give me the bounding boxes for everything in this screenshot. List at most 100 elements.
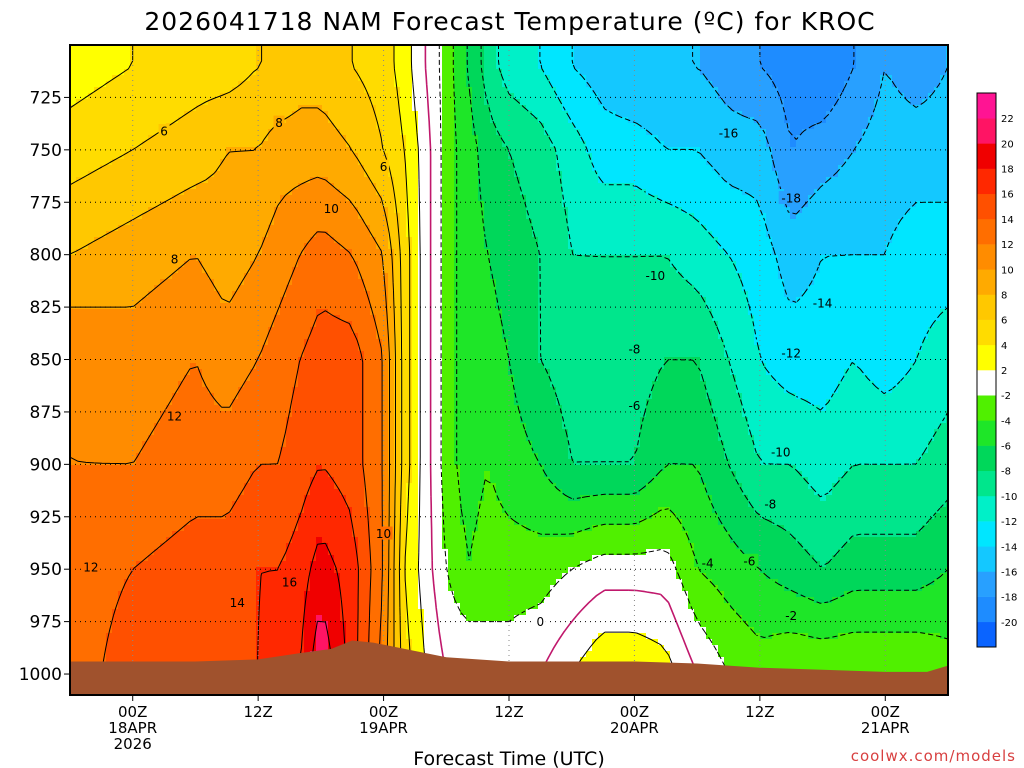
temperature-cell — [226, 165, 233, 172]
temperature-cell — [514, 147, 521, 154]
temperature-cell — [772, 219, 779, 226]
temperature-cell — [856, 105, 863, 112]
temperature-cell — [694, 195, 701, 202]
temperature-cell — [478, 111, 485, 118]
temperature-cell — [658, 153, 665, 160]
temperature-cell — [424, 69, 431, 76]
temperature-cell — [400, 123, 407, 130]
temperature-cell — [712, 207, 719, 214]
temperature-cell — [856, 243, 863, 250]
temperature-cell — [160, 225, 167, 232]
temperature-cell — [250, 171, 257, 178]
temperature-cell — [658, 189, 665, 196]
temperature-cell — [238, 141, 245, 148]
temperature-cell — [274, 99, 281, 106]
temperature-cell — [256, 177, 263, 184]
temperature-cell — [310, 117, 317, 124]
temperature-cell — [268, 195, 275, 202]
temperature-cell — [238, 93, 245, 100]
temperature-cell — [946, 135, 948, 142]
temperature-cell — [694, 123, 701, 130]
temperature-cell — [166, 111, 173, 118]
temperature-cell — [544, 153, 551, 160]
temperature-cell — [706, 219, 713, 226]
temperature-cell — [712, 117, 719, 124]
temperature-cell — [148, 117, 155, 124]
temperature-cell — [88, 189, 95, 196]
temperature-cell — [466, 183, 473, 190]
temperature-cell — [238, 237, 245, 244]
temperature-cell — [862, 51, 869, 58]
temperature-cell — [136, 117, 143, 124]
temperature-cell — [826, 123, 833, 130]
temperature-cell — [256, 237, 263, 244]
temperature-cell — [82, 177, 89, 184]
temperature-cell — [808, 195, 815, 202]
temperature-cell — [760, 177, 767, 184]
temperature-cell — [760, 213, 767, 220]
temperature-cell — [556, 51, 563, 58]
temperature-cell — [934, 129, 941, 136]
temperature-cell — [358, 231, 365, 238]
temperature-cell — [238, 69, 245, 76]
temperature-cell — [268, 63, 275, 70]
temperature-cell — [508, 99, 515, 106]
temperature-cell — [202, 75, 209, 82]
temperature-cell — [316, 189, 323, 196]
temperature-cell — [400, 57, 407, 64]
temperature-cell — [334, 153, 341, 160]
temperature-cell — [508, 207, 515, 214]
temperature-cell — [676, 45, 683, 52]
temperature-cell — [634, 207, 641, 214]
temperature-cell — [106, 93, 113, 100]
temperature-cell — [238, 51, 245, 58]
temperature-cell — [292, 225, 299, 232]
temperature-cell — [202, 93, 209, 100]
temperature-cell — [514, 69, 521, 76]
temperature-cell — [478, 63, 485, 70]
temperature-cell — [448, 51, 455, 58]
temperature-cell — [646, 165, 653, 172]
temperature-cell — [670, 99, 677, 106]
temperature-cell — [676, 171, 683, 178]
temperature-cell — [532, 177, 539, 184]
temperature-cell — [832, 153, 839, 160]
temperature-cell — [682, 237, 689, 244]
temperature-cell — [526, 75, 533, 82]
temperature-cell — [166, 135, 173, 142]
temperature-cell — [76, 189, 83, 196]
temperature-cell — [760, 219, 767, 226]
temperature-cell — [706, 87, 713, 94]
temperature-cell — [382, 243, 389, 250]
temperature-cell — [748, 177, 755, 184]
temperature-cell — [880, 69, 887, 76]
temperature-cell — [688, 237, 695, 244]
temperature-cell — [490, 93, 497, 100]
temperature-cell — [274, 51, 281, 58]
temperature-cell — [640, 165, 647, 172]
temperature-cell — [748, 165, 755, 172]
temperature-cell — [550, 87, 557, 94]
temperature-cell — [136, 51, 143, 58]
temperature-cell — [328, 165, 335, 172]
temperature-cell — [244, 183, 251, 190]
temperature-cell — [874, 129, 881, 136]
temperature-cell — [196, 63, 203, 70]
temperature-cell — [280, 51, 287, 58]
temperature-cell — [388, 213, 395, 220]
temperature-cell — [862, 189, 869, 196]
temperature-cell — [748, 129, 755, 136]
temperature-cell — [262, 99, 269, 106]
temperature-cell — [250, 117, 257, 124]
temperature-cell — [196, 213, 203, 220]
temperature-cell — [604, 63, 611, 70]
temperature-cell — [634, 189, 641, 196]
temperature-cell — [388, 69, 395, 76]
temperature-cell — [364, 135, 371, 142]
temperature-cell — [580, 237, 587, 244]
temperature-cell — [82, 237, 89, 244]
temperature-cell — [592, 81, 599, 88]
temperature-cell — [580, 129, 587, 136]
temperature-cell — [490, 57, 497, 64]
temperature-cell — [796, 93, 803, 100]
